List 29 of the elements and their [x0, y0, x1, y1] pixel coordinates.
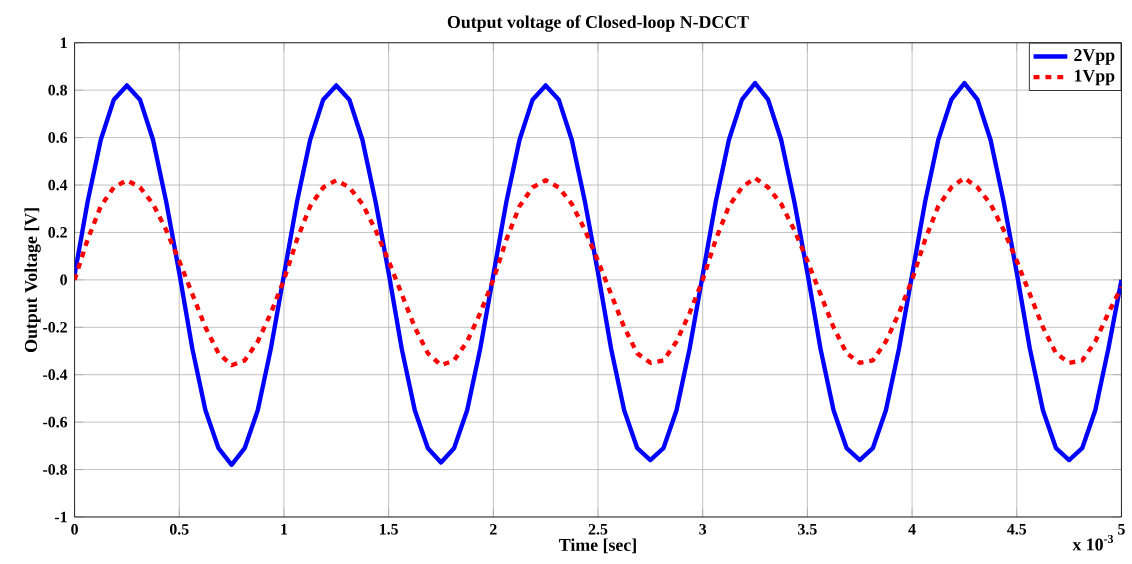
text: x 10$^{-3}$ [1072, 535, 1114, 551]
y-axis-title: Output Voltage [V] [24, 208, 41, 353]
legend-label: 1Vpp [1074, 69, 1115, 86]
chart-title: Output voltage of Closed-loop N-DCCT [447, 15, 749, 32]
x-tick-label: 3 [699, 524, 707, 535]
y-tick-label: -0.6 [43, 416, 68, 428]
x-tick-label: 2.5 [588, 524, 608, 535]
legend-label: 2Vpp [1074, 49, 1115, 65]
x-tick-label: 4 [908, 524, 916, 535]
x-tick-label: 0.5 [169, 524, 189, 535]
x-tick-label: 3.5 [798, 524, 817, 535]
x-tick-label: 4.5 [1007, 524, 1027, 535]
x-tick-label: 1.5 [380, 524, 398, 535]
line-series [74, 175, 1122, 368]
y-tick-label: 0.8 [48, 84, 68, 96]
x-axis-title: Time [sec] [559, 538, 636, 554]
x-tick-label: 5 [1118, 524, 1125, 535]
x-tick-label: 1 [281, 524, 288, 535]
y-tick-label: -1 [54, 511, 67, 523]
y-tick-label: -0.2 [43, 322, 67, 333]
y-tick-label: 0 [60, 274, 67, 286]
x-tick-label: 2 [490, 524, 497, 535]
y-tick-label: -0.8 [43, 464, 68, 476]
y-tick-label: 0.6 [48, 132, 68, 144]
y-tick-label: 0.2 [48, 227, 67, 238]
y-tick-label: -0.4 [43, 369, 68, 381]
x-tick-label: 0 [71, 524, 78, 535]
y-tick-label: 0.4 [48, 179, 68, 191]
y-tick-label: 1 [60, 37, 67, 49]
